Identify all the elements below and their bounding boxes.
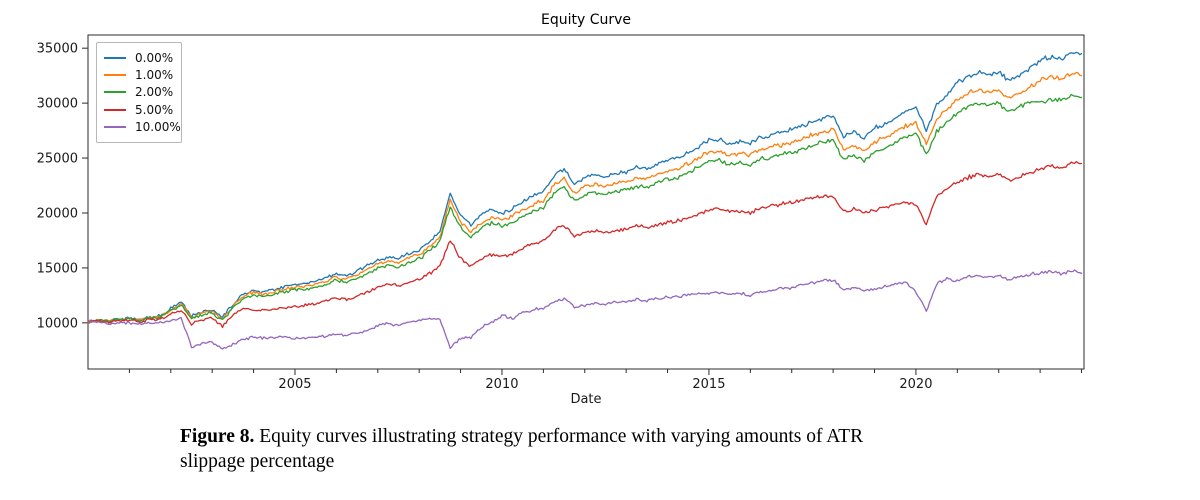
x-tick-label: 2010 (485, 377, 518, 392)
y-tick-label: 15000 (37, 261, 78, 276)
equity-curve-figure: 10000 15000 20000 25000 30000 35000 2005 2010 20… (37, 12, 1085, 407)
legend-line-swatch (104, 126, 126, 129)
legend-item: 0.00% (104, 49, 177, 66)
x-tick-label: 2015 (692, 377, 725, 392)
chart-legend: 0.00% 1.00% 2.00% 5.00% 10.00% (96, 42, 182, 143)
y-tick-label: 10000 (37, 316, 78, 331)
legend-label: 5.00% (135, 102, 174, 117)
legend-item: 10.00% (104, 119, 181, 136)
series-line-5.00% (87, 160, 1083, 329)
series-line-10.00% (87, 269, 1083, 350)
chart-title: Equity Curve (541, 12, 631, 28)
x-tick-label: 2020 (899, 377, 932, 392)
legend-item: 1.00% (104, 66, 177, 83)
series-line-2.00% (87, 93, 1083, 324)
figure-caption-label: Figure 8. (180, 426, 255, 447)
legend-label: 2.00% (135, 85, 174, 100)
legend-item: 2.00% (104, 84, 177, 101)
legend-label: 10.00% (135, 120, 181, 135)
figure-caption: Figure 8. Equity curves illustrating str… (180, 424, 886, 475)
series-line-1.00% (87, 71, 1083, 324)
legend-line-swatch (104, 91, 126, 94)
equity-curve-chart: 10000 15000 20000 25000 30000 35000 2005 2010 20… (37, 12, 1085, 407)
legend-line-swatch (104, 108, 126, 111)
x-axis-label: Date (570, 392, 601, 407)
x-tick-label: 2005 (278, 377, 311, 392)
y-tick-label: 35000 (37, 42, 78, 57)
legend-line-swatch (104, 74, 126, 77)
y-tick-label: 20000 (37, 206, 78, 221)
y-tick-label: 30000 (37, 97, 78, 112)
legend-label: 1.00% (135, 68, 174, 83)
figure-caption-text: Equity curves illustrating strategy perf… (180, 426, 864, 473)
y-tick-label: 25000 (37, 152, 78, 167)
legend-line-swatch (104, 56, 126, 59)
legend-item: 5.00% (104, 101, 177, 118)
plot-frame (87, 34, 1085, 370)
series-line-0.00% (87, 51, 1083, 323)
legend-label: 0.00% (135, 50, 174, 65)
